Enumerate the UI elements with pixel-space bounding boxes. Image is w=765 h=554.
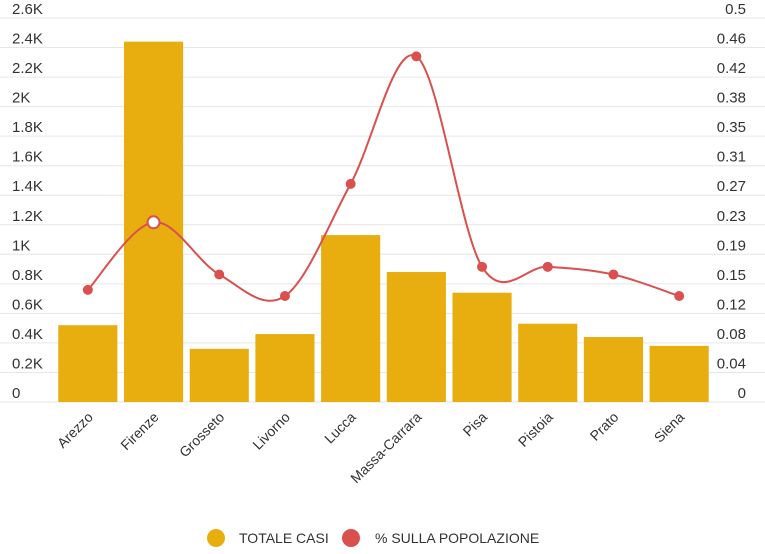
line-point-firenze[interactable] <box>146 215 161 230</box>
right-tick-label: 0.15 <box>717 267 746 284</box>
left-tick-label: 2K <box>12 90 30 107</box>
left-tick-label: 1.4K <box>12 178 43 195</box>
bar-prato[interactable] <box>583 337 644 402</box>
left-tick-label: 1.2K <box>12 208 43 225</box>
category-label-massa-carrara: Massa-Carrara <box>347 409 424 486</box>
left-tick-label: 0.8K <box>12 267 43 284</box>
right-tick-label: 0.27 <box>717 178 746 195</box>
bar-massa-carrara[interactable] <box>386 272 446 402</box>
line-point-pisa[interactable] <box>477 261 488 272</box>
right-tick-label: 0.12 <box>717 296 746 313</box>
legend-swatch-percentuale[interactable] <box>342 529 360 547</box>
left-tick-label: 1K <box>12 237 30 254</box>
line-point-siena[interactable] <box>674 291 685 302</box>
line-point-lucca[interactable] <box>345 178 356 189</box>
bar-siena[interactable] <box>649 345 709 402</box>
right-tick-label: 0.46 <box>717 31 746 48</box>
bar-grosseto[interactable] <box>189 348 249 402</box>
right-tick-label: 0.31 <box>717 149 746 166</box>
right-tick-label: 0.42 <box>717 60 746 77</box>
legend: TOTALE CASI % SULLA POPOLAZIONE <box>207 529 539 547</box>
right-tick-label: 0.08 <box>717 326 746 343</box>
left-tick-label: 2.4K <box>12 31 43 48</box>
left-tick-label: 1.6K <box>12 149 43 166</box>
line-point-massa-carrara[interactable] <box>411 51 422 62</box>
category-label-firenze: Firenze <box>117 409 161 453</box>
category-label-livorno: Livorno <box>249 409 293 453</box>
left-axis-ticks: 0 0.2K 0.4K 0.6K 0.8K 1K 1.2K 1.4K 1.6K 1.8K 2K 2.2… <box>12 1 43 402</box>
right-tick-label: 0.19 <box>717 237 746 254</box>
line-point-prato[interactable] <box>608 269 619 280</box>
category-label-arezzo: Arezzo <box>54 409 96 451</box>
line-path <box>87 54 680 302</box>
legend-label-totale-casi[interactable]: TOTALE CASI <box>239 530 329 546</box>
left-tick-label: 0.6K <box>12 296 43 313</box>
legend-swatch-totale-casi[interactable] <box>207 529 225 547</box>
line-point-livorno[interactable] <box>279 291 290 302</box>
category-label-lucca: Lucca <box>321 409 359 447</box>
bar-arezzo[interactable] <box>58 325 118 402</box>
line-series <box>82 51 685 302</box>
line-point-pistoia[interactable] <box>542 261 553 272</box>
category-label-grosseto: Grosseto <box>176 409 228 461</box>
right-tick-label: 0.38 <box>717 90 746 107</box>
left-tick-label: 0 <box>12 385 20 402</box>
right-tick-label: 0.35 <box>717 119 746 136</box>
line-point-arezzo[interactable] <box>82 284 93 295</box>
category-label-pistoia: Pistoia <box>515 409 556 450</box>
right-tick-label: 0.5 <box>725 1 746 18</box>
legend-label-percentuale[interactable]: % SULLA POPOLAZIONE <box>375 530 539 546</box>
left-tick-label: 1.8K <box>12 119 43 136</box>
category-label-prato: Prato <box>587 409 622 444</box>
bar-pisa[interactable] <box>452 292 512 402</box>
category-label-siena: Siena <box>651 409 688 446</box>
left-tick-label: 0.4K <box>12 326 43 343</box>
line-point-grosseto[interactable] <box>214 269 225 280</box>
bars <box>58 41 709 402</box>
right-tick-label: 0.23 <box>717 208 746 225</box>
left-tick-label: 2.2K <box>12 60 43 77</box>
right-tick-label: 0.04 <box>717 355 746 372</box>
category-label-pisa: Pisa <box>460 409 491 440</box>
right-axis-ticks: 0 0.04 0.08 0.12 0.15 0.19 0.23 0.27 0.31 0.35 0.3… <box>717 1 746 402</box>
category-labels: Arezzo Firenze Grosseto Livorno LuccaMassa-C… <box>54 409 688 486</box>
left-tick-label: 0.2K <box>12 355 43 372</box>
bar-livorno[interactable] <box>255 334 315 402</box>
bar-lucca[interactable] <box>321 235 381 402</box>
right-tick-label: 0 <box>738 385 746 402</box>
left-tick-label: 2.6K <box>12 1 43 18</box>
bar-pistoia[interactable] <box>518 323 578 402</box>
